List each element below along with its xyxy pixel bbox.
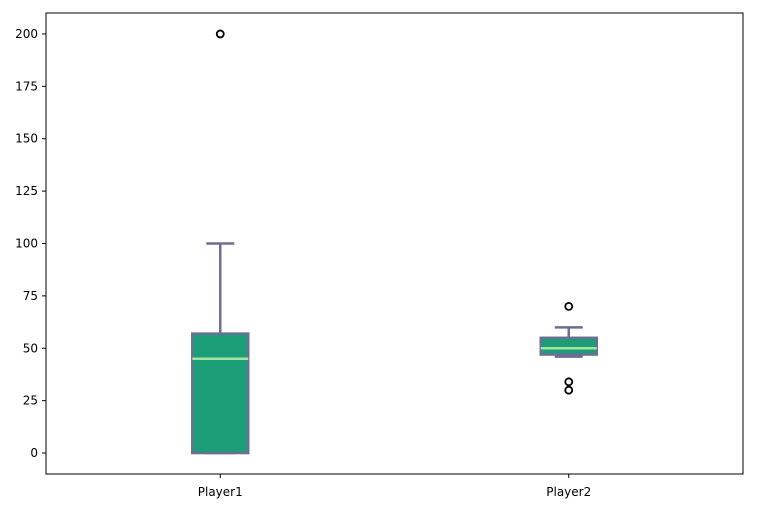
y-tick-label: 0 [30,446,38,460]
x-axis: Player1 Player2 [198,474,591,499]
box-player1 [191,332,250,455]
x-tick-label: Player2 [546,485,591,499]
x-tick-label: Player1 [198,485,243,499]
outlier-point-player1 [215,29,225,39]
y-tick-label: 100 [15,237,38,251]
outlier-point-player2 [564,377,574,387]
y-tick-label: 25 [23,394,38,408]
y-axis: 0 25 50 75 100 125 150 175 200 [15,27,46,460]
y-tick-label: 50 [23,341,38,355]
outlier-point-player2 [564,385,574,395]
y-tick-label: 200 [15,27,38,41]
y-tick-label: 75 [23,289,38,303]
y-tick-label: 125 [15,184,38,198]
box-player2 [539,336,598,356]
y-tick-label: 150 [15,132,38,146]
outlier-point-player2 [564,301,574,311]
axes-frame [45,12,744,475]
plot-area [191,29,598,455]
y-tick-label: 175 [15,79,38,93]
